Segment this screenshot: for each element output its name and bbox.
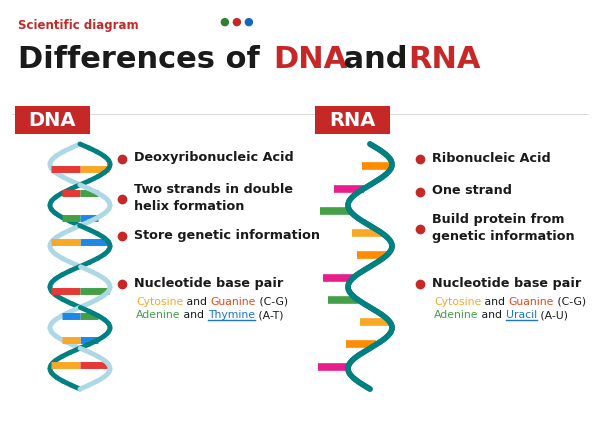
Text: Deoxyribonucleic Acid: Deoxyribonucleic Acid (134, 151, 294, 165)
Text: Adenine: Adenine (136, 310, 181, 320)
Text: Nucleotide base pair: Nucleotide base pair (134, 276, 283, 290)
Text: (C-G): (C-G) (554, 297, 586, 307)
Text: and: and (183, 297, 211, 307)
Bar (315, 106, 390, 134)
Bar (15, 106, 90, 134)
Text: DNA: DNA (273, 45, 347, 73)
Text: and: and (481, 297, 509, 307)
Text: Uracil: Uracil (506, 310, 537, 320)
Text: Two strands in double
helix formation: Two strands in double helix formation (134, 183, 293, 213)
Text: RNA: RNA (408, 45, 481, 73)
Text: Build protein from
genetic information: Build protein from genetic information (432, 213, 575, 243)
Text: Scientific diagram: Scientific diagram (18, 19, 139, 32)
Text: ●: ● (219, 17, 229, 27)
Text: (A-T): (A-T) (255, 310, 284, 320)
Text: Ribonucleic Acid: Ribonucleic Acid (432, 151, 551, 165)
Text: Adenine: Adenine (434, 310, 479, 320)
Text: Differences of: Differences of (18, 45, 271, 73)
Text: (A-U): (A-U) (537, 310, 568, 320)
Text: Nucleotide base pair: Nucleotide base pair (432, 276, 581, 290)
Text: Thymine: Thymine (208, 310, 255, 320)
Text: Guanine: Guanine (211, 297, 256, 307)
Text: RNA: RNA (329, 111, 376, 129)
Text: Cytosine: Cytosine (434, 297, 481, 307)
Text: ●: ● (231, 17, 241, 27)
Text: Guanine: Guanine (509, 297, 554, 307)
Text: and: and (181, 310, 208, 320)
Text: ●: ● (243, 17, 253, 27)
Text: One strand: One strand (432, 184, 512, 198)
Text: and: and (479, 310, 506, 320)
Text: Store genetic information: Store genetic information (134, 229, 320, 242)
Text: DNA: DNA (29, 111, 76, 129)
Text: (C-G): (C-G) (256, 297, 288, 307)
Text: Cytosine: Cytosine (136, 297, 183, 307)
Text: and: and (333, 45, 418, 73)
